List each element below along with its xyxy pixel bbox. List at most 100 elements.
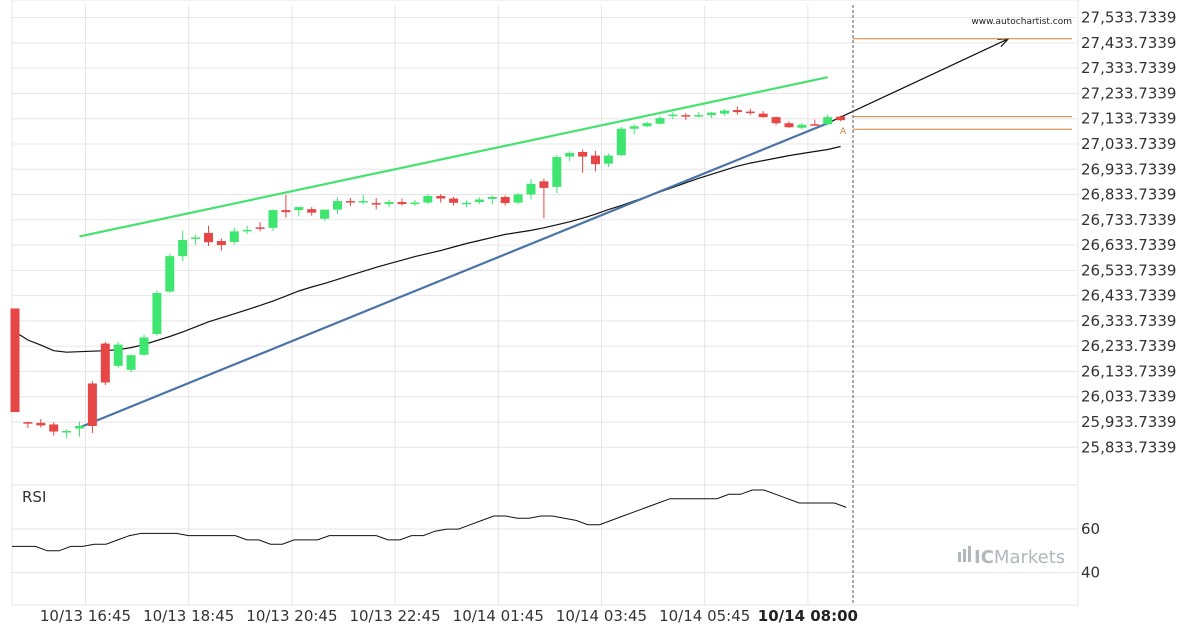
candle-body — [732, 110, 742, 113]
candle-body — [410, 202, 420, 205]
brand-bar-icon — [958, 552, 961, 562]
candle — [707, 112, 717, 119]
candle — [75, 421, 84, 437]
candle-body — [694, 115, 704, 117]
candle-body — [62, 431, 72, 433]
candle-body — [616, 128, 626, 156]
candle-body — [87, 383, 97, 426]
candle-body — [655, 118, 665, 124]
rsi-label: RSI — [22, 488, 46, 506]
brand-bar-icon — [963, 549, 966, 562]
pattern-point-label: A — [840, 127, 847, 137]
price-tick-label: 27,433.7339 — [1081, 34, 1176, 52]
rsi-axis: 60 40 — [1081, 520, 1100, 581]
candle-body — [191, 237, 201, 239]
candle — [526, 179, 536, 200]
time-tick-label: 10/14 05:45 — [659, 607, 750, 625]
time-tick-label: 10/13 16:45 — [40, 607, 131, 625]
brand-wordmark: ICMarkets — [974, 547, 1065, 568]
candle — [578, 149, 588, 173]
candle-body — [436, 195, 446, 199]
candle-body — [126, 355, 136, 370]
candle — [152, 290, 162, 336]
candle — [603, 153, 613, 168]
candle-body — [204, 232, 213, 243]
candle-body — [836, 116, 846, 121]
candle — [449, 196, 459, 206]
price-tick-label: 26,733.7339 — [1081, 211, 1176, 229]
candle-body — [526, 183, 536, 195]
price-axis: 27,533.7339 27,433.7339 27,333.7339 27,233.… — [1081, 9, 1176, 457]
candle — [655, 116, 665, 125]
candle-body — [668, 114, 678, 117]
candles — [10, 106, 846, 439]
candle-body — [823, 117, 833, 125]
candle — [758, 111, 768, 118]
brand-logo: ICMarkets — [958, 546, 1065, 568]
candle-body — [268, 210, 278, 228]
candle — [668, 112, 678, 120]
candle — [436, 193, 446, 203]
rsi-panel: RSI — [12, 484, 1078, 506]
candle-body — [603, 155, 613, 164]
candle-body — [642, 123, 652, 127]
rsi-line — [12, 489, 847, 552]
candle — [732, 106, 742, 115]
price-tick-label: 25,833.7339 — [1081, 438, 1176, 456]
brand-name: Markets — [994, 547, 1065, 568]
candle-body — [49, 424, 59, 432]
candle — [797, 123, 807, 130]
candle-body — [320, 209, 330, 219]
candle — [552, 155, 562, 193]
candle — [810, 119, 820, 126]
candle-body — [707, 112, 717, 116]
candle — [371, 198, 381, 210]
candle — [823, 114, 833, 126]
price-tick-label: 26,633.7339 — [1081, 236, 1176, 254]
grid — [12, 5, 1078, 605]
price-tick-label: 26,833.7339 — [1081, 186, 1176, 204]
candle-body — [371, 203, 381, 205]
candle-body — [513, 194, 523, 203]
time-tick-label: 10/13 18:45 — [143, 607, 234, 625]
candle-body — [758, 113, 768, 118]
candle — [139, 334, 149, 356]
candle — [10, 308, 20, 413]
brand-bar-icon — [968, 546, 971, 562]
candle — [681, 113, 691, 121]
price-tick-label: 26,133.7339 — [1081, 362, 1176, 380]
candle — [23, 421, 33, 428]
candle-body — [720, 110, 729, 114]
candle-body — [229, 231, 239, 242]
candle — [836, 115, 846, 122]
candle — [720, 109, 729, 116]
time-tick-label: 10/13 22:45 — [349, 607, 440, 625]
candle — [49, 422, 59, 436]
candle — [500, 195, 510, 206]
brand-prefix: IC — [974, 547, 994, 568]
candle — [242, 225, 252, 234]
candle — [410, 200, 420, 207]
candle-body — [165, 256, 175, 292]
rsi-tick-label: 40 — [1081, 563, 1100, 581]
time-axis: 10/13 16:45 10/13 18:45 10/13 20:45 10/13 2… — [40, 607, 858, 625]
candle — [539, 178, 549, 219]
candle — [62, 429, 72, 439]
candle — [216, 238, 226, 251]
candle-body — [139, 337, 149, 355]
candle — [616, 126, 626, 157]
price-tick-label: 27,133.7339 — [1081, 110, 1176, 128]
candle — [36, 419, 46, 428]
candle — [294, 207, 304, 217]
candle — [307, 207, 317, 216]
candle — [113, 342, 123, 368]
support-line — [79, 122, 829, 429]
candle-body — [36, 422, 46, 426]
candle — [513, 192, 523, 205]
candle-body — [152, 293, 162, 334]
candle-body — [565, 153, 575, 157]
candle-body — [771, 117, 781, 124]
candle-body — [75, 425, 84, 429]
candle — [784, 121, 794, 128]
